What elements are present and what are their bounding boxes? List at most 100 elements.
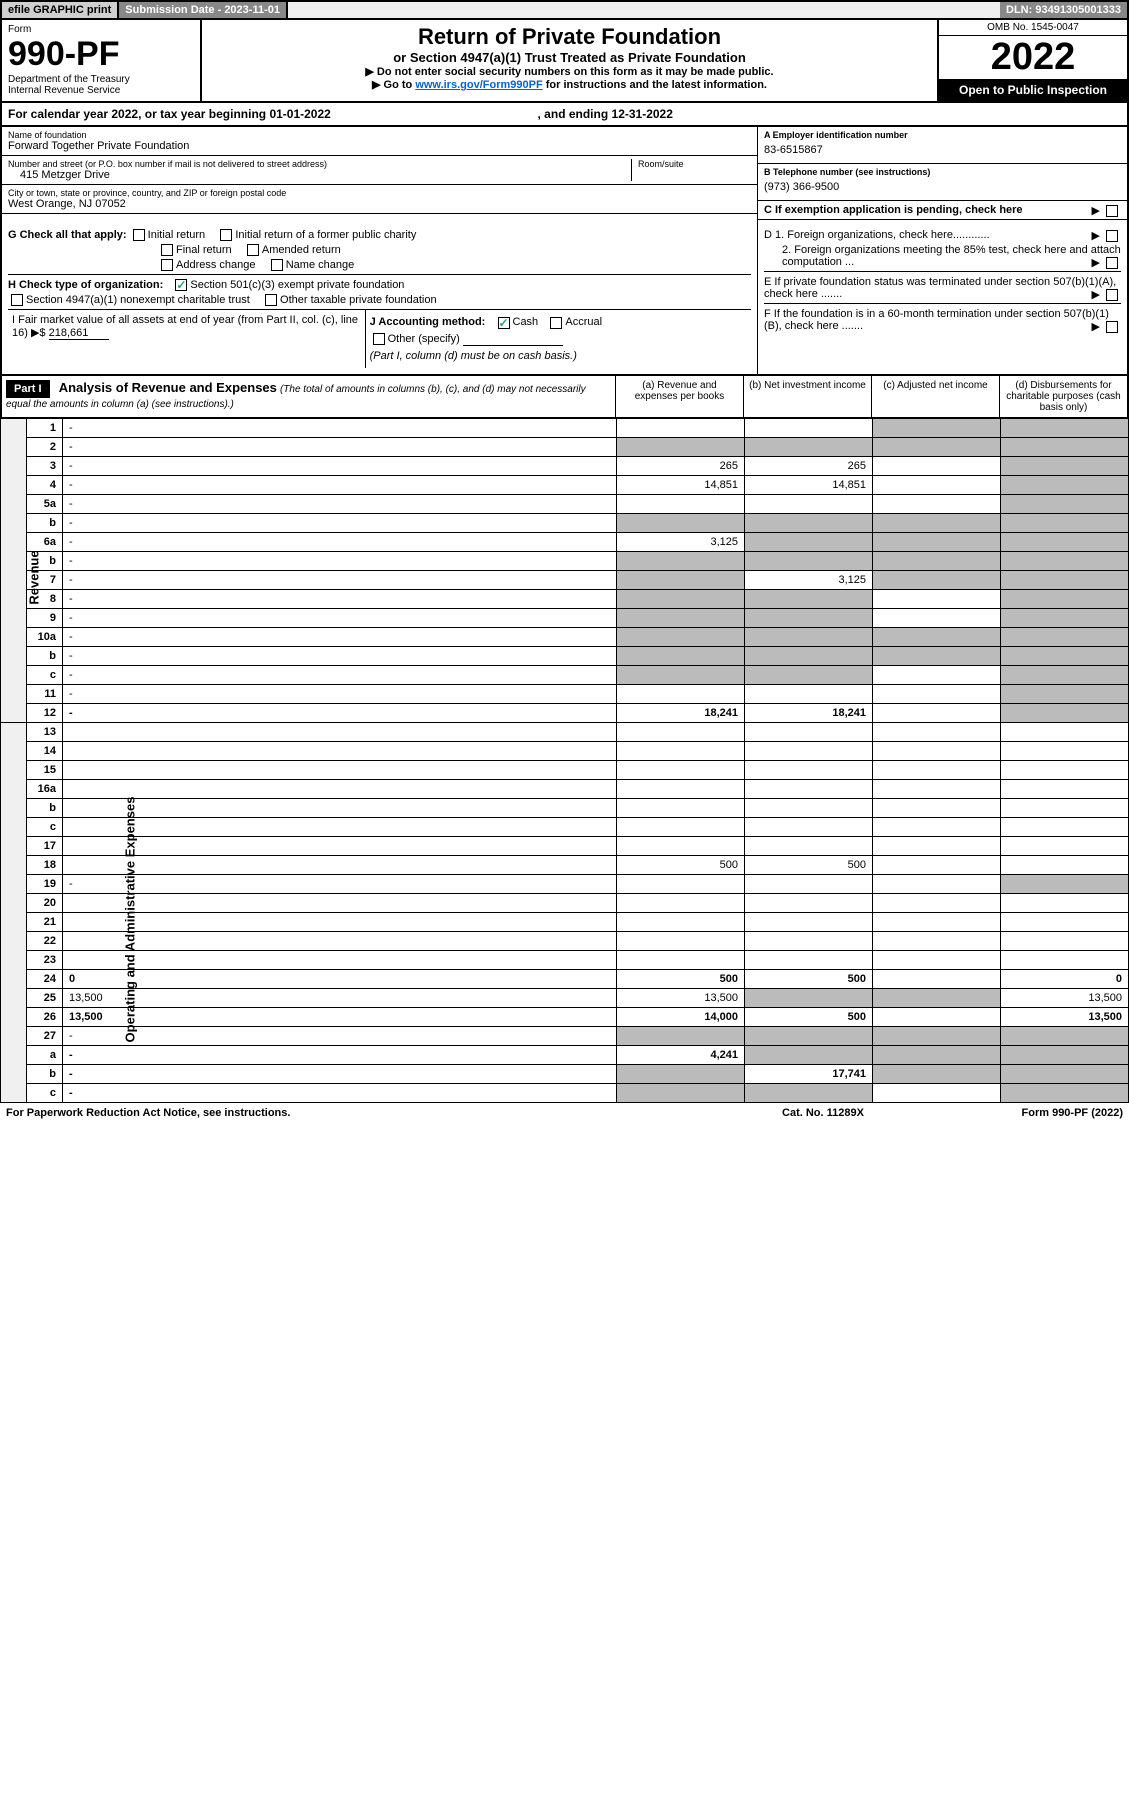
page-footer: For Paperwork Reduction Act Notice, see … (0, 1103, 1129, 1123)
cell-amount (617, 950, 745, 969)
line-number: b (27, 798, 63, 817)
cb-other-tax[interactable] (265, 294, 277, 306)
cell-amount (873, 684, 1001, 703)
cell-amount (1001, 723, 1129, 742)
line-number: c (27, 665, 63, 684)
cell-shaded (617, 570, 745, 589)
cell-amount (1001, 779, 1129, 798)
cell-amount (873, 779, 1001, 798)
line-number: 12 (27, 703, 63, 722)
j-note: (Part I, column (d) must be on cash basi… (370, 350, 577, 362)
cell-shaded (1001, 684, 1129, 703)
cell-amount (873, 950, 1001, 969)
table-row: 17 (1, 836, 1129, 855)
g-row: G Check all that apply: Initial return I… (8, 229, 751, 241)
cell-amount: 14,851 (617, 475, 745, 494)
cb-other-acct[interactable] (373, 333, 385, 345)
address-cell: Number and street (or P.O. box number if… (2, 156, 757, 185)
cell-shaded (873, 627, 1001, 646)
e-label: E If private foundation status was termi… (764, 276, 1116, 300)
line-number: 27 (27, 1026, 63, 1045)
table-row: 21 (1, 912, 1129, 931)
cb-accrual[interactable] (550, 317, 562, 329)
col-a-header: (a) Revenue and expenses per books (615, 376, 743, 417)
cell-amount (745, 950, 873, 969)
cb-final[interactable] (161, 244, 173, 256)
j-accrual: Accrual (565, 316, 602, 328)
cell-amount (873, 475, 1001, 494)
cell-amount (617, 874, 745, 893)
table-row: 2513,50013,50013,500 (1, 988, 1129, 1007)
cell-amount: 500 (745, 1007, 873, 1026)
line-number: c (27, 1083, 63, 1102)
irs-link[interactable]: www.irs.gov/Form990PF (415, 79, 542, 91)
foundation-name: Forward Together Private Foundation (8, 140, 751, 152)
cell-amount (873, 703, 1001, 722)
cb-cash[interactable] (498, 317, 510, 329)
line-description: - (63, 627, 617, 646)
cb-initial-former[interactable] (220, 229, 232, 241)
cell-amount (745, 817, 873, 836)
cell-shaded (745, 1026, 873, 1045)
header-right: OMB No. 1545-0047 2022 Open to Public In… (937, 20, 1127, 101)
note2-suffix: for instructions and the latest informat… (543, 79, 767, 91)
d1-row: D 1. Foreign organizations, check here..… (764, 229, 1121, 241)
submission-date: Submission Date - 2023-11-01 (119, 2, 288, 18)
table-row: 16a (1, 779, 1129, 798)
e-row: E If private foundation status was termi… (764, 271, 1121, 300)
cb-d1[interactable] (1106, 230, 1118, 242)
cell-amount: 500 (617, 855, 745, 874)
cell-shaded (873, 532, 1001, 551)
cell-amount (617, 419, 745, 438)
line-number: 6a (27, 532, 63, 551)
table-row: Operating and Administrative Expenses13 (1, 723, 1129, 742)
g-initial-former: Initial return of a former public charit… (235, 229, 416, 241)
cb-addr[interactable] (161, 259, 173, 271)
cb-e[interactable] (1106, 289, 1118, 301)
h-row2: Section 4947(a)(1) nonexempt charitable … (8, 294, 751, 306)
cb-amended[interactable] (247, 244, 259, 256)
part-label: Part I (6, 380, 50, 398)
cb-d2[interactable] (1106, 257, 1118, 269)
line-number: 9 (27, 608, 63, 627)
table-row: 12-18,24118,241 (1, 703, 1129, 722)
table-row: 18500500 (1, 855, 1129, 874)
line-description: - (63, 1083, 617, 1102)
cb-initial[interactable] (133, 229, 145, 241)
header-left: Form 990-PF Department of the Treasury I… (2, 20, 202, 101)
line-description (63, 855, 617, 874)
analysis-header: Part I Analysis of Revenue and Expenses … (0, 376, 1129, 419)
city-cell: City or town, state or province, country… (2, 185, 757, 214)
table-row: c- (1, 1083, 1129, 1102)
cb-501c3[interactable] (175, 279, 187, 291)
cell-amount (873, 855, 1001, 874)
fmv-value: 218,661 (49, 327, 109, 340)
table-row: 2613,50014,00050013,500 (1, 1007, 1129, 1026)
table-row: 5a- (1, 494, 1129, 513)
line-description: - (63, 684, 617, 703)
form-title: Return of Private Foundation (210, 24, 929, 50)
line-description: - (63, 532, 617, 551)
cell-shaded (1001, 874, 1129, 893)
cell-amount (617, 741, 745, 760)
table-row: 9- (1, 608, 1129, 627)
checkbox-c[interactable] (1106, 205, 1118, 217)
cell-shaded (1001, 1083, 1129, 1102)
dept-irs: Internal Revenue Service (8, 85, 194, 96)
cb-name[interactable] (271, 259, 283, 271)
cell-amount: 17,741 (745, 1064, 873, 1083)
cb-4947[interactable] (11, 294, 23, 306)
cell-amount (617, 912, 745, 931)
cell-shaded (1001, 437, 1129, 456)
line-description: - (63, 437, 617, 456)
cell-amount (1001, 912, 1129, 931)
section-j: J Accounting method: Cash Accrual Other … (365, 310, 751, 367)
cell-shaded (873, 1026, 1001, 1045)
cell-amount (617, 684, 745, 703)
cell-shaded (745, 988, 873, 1007)
ein-value: 83-6515867 (764, 140, 1121, 160)
line-description: - (63, 874, 617, 893)
table-row: a-4,241 (1, 1045, 1129, 1064)
cell-shaded (873, 570, 1001, 589)
cb-f[interactable] (1106, 321, 1118, 333)
